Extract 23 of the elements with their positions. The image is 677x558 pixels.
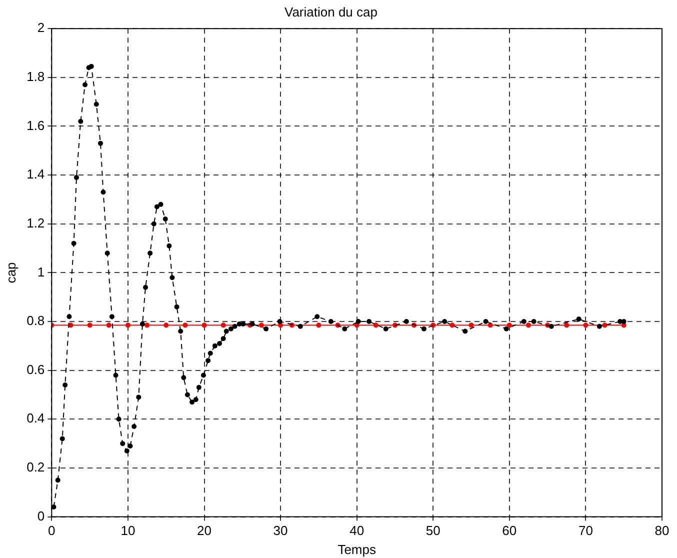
x-tick-label: 10 [120,523,136,538]
y-tick-label: 1.2 [26,215,45,230]
y-tick-label: 1.6 [26,118,45,133]
y-tick-label: 1.8 [26,69,45,84]
y-tick-label: 2 [37,20,45,36]
y-tick-label: 0.4 [26,410,45,426]
x-tick-label: 20 [197,523,212,538]
x-tick-label: 50 [426,523,440,538]
x-tick-label: 30 [273,523,288,538]
x-tick-label: 0 [48,523,56,538]
y-tick-label: 0.6 [26,362,45,377]
y-tick-label: 1 [37,264,45,280]
y-tick-label: 0.2 [26,460,45,475]
x-axis-title: Temps [338,542,376,557]
x-tick-label: 70 [578,523,593,538]
y-tick-label: 0.8 [26,313,45,328]
y-tick-label: 1.4 [26,166,45,182]
y-axis-title: cap [3,262,18,284]
x-tick-label: 40 [350,523,364,538]
x-tick-label: 80 [654,523,670,538]
y-tick-label: 0 [37,508,45,524]
x-tick-label: 60 [502,523,517,538]
chart-title: Variation du cap [284,4,378,20]
